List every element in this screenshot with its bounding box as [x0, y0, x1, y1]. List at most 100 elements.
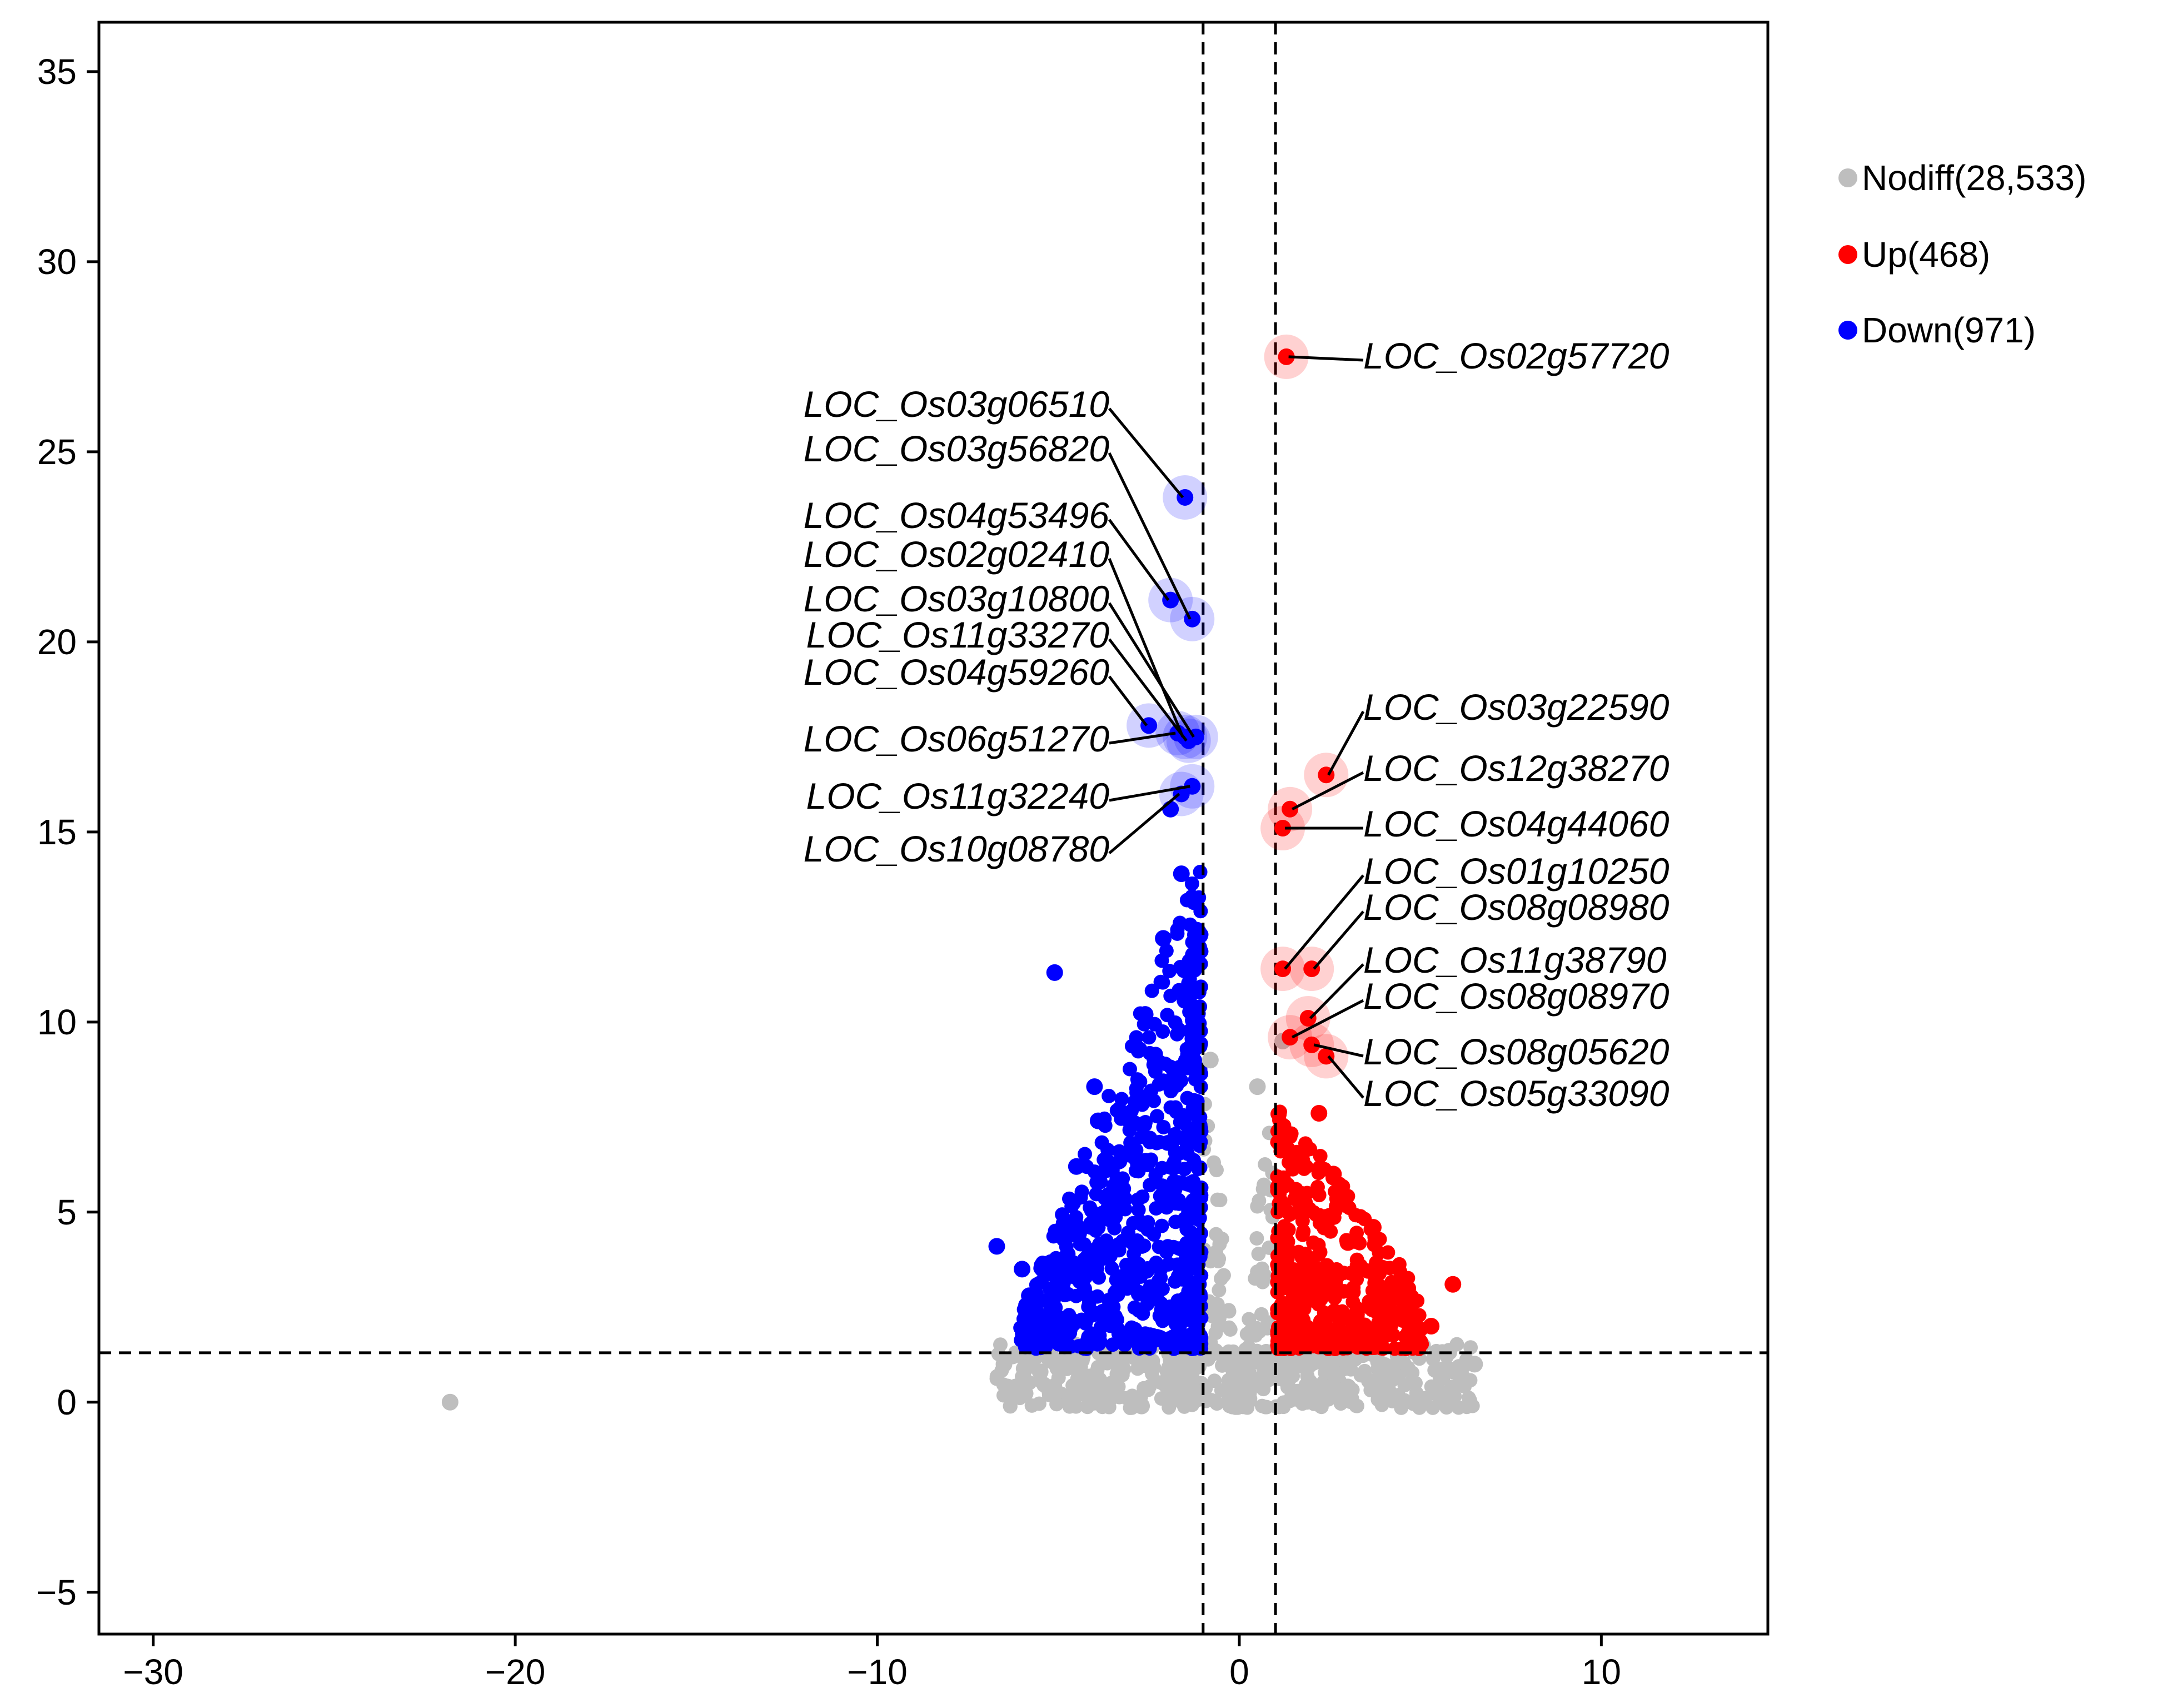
nodiff-cloud-point	[1251, 1246, 1266, 1261]
data-point	[1155, 930, 1172, 947]
down-cloud-point	[1158, 1057, 1173, 1072]
down-cloud-point	[1129, 1030, 1144, 1045]
nodiff-cloud-point	[1212, 1283, 1227, 1298]
down-cloud-point	[1167, 1154, 1182, 1169]
down-cloud-point	[1148, 1168, 1163, 1183]
down-cloud-point	[1066, 1269, 1082, 1284]
data-point	[1104, 1382, 1121, 1400]
y-tick-label: 5	[57, 1192, 77, 1232]
down-cloud-point	[1147, 1093, 1162, 1108]
nodiff-cloud-point	[1114, 1361, 1129, 1376]
down-cloud-point	[1078, 1316, 1093, 1331]
down-cloud-point	[1180, 1090, 1195, 1106]
data-point	[1383, 1371, 1400, 1388]
gene-label: LOC_Os04g44060	[1363, 803, 1669, 844]
nodiff-cloud-point	[1208, 1302, 1223, 1317]
nodiff-cloud-point	[1214, 1231, 1229, 1246]
down-cloud-point	[1039, 1326, 1054, 1341]
up-cloud-point	[1352, 1236, 1367, 1251]
gene-label: LOC_Os12g38270	[1363, 748, 1669, 789]
annotation-leader-line	[1108, 675, 1148, 726]
data-point	[1046, 964, 1063, 981]
down-cloud-point	[1125, 1277, 1140, 1292]
down-cloud-point	[1090, 1289, 1105, 1304]
annotation-leader-line	[1109, 731, 1176, 745]
y-tick-label: 10	[37, 1002, 77, 1042]
nodiff-cloud-point	[1184, 1367, 1199, 1382]
gene-label: LOC_Os03g22590	[1363, 686, 1669, 728]
data-point	[1364, 1219, 1382, 1236]
up-cloud-point	[1300, 1319, 1315, 1334]
down-cloud-point	[1076, 1237, 1092, 1252]
annotation-leader-line	[1309, 963, 1364, 1019]
up-cloud-point	[1306, 1235, 1321, 1250]
down-cloud-point	[1131, 1164, 1146, 1179]
nodiff-cloud-point	[1211, 1253, 1226, 1268]
data-point	[1274, 820, 1292, 836]
nodiff-cloud-point	[1031, 1396, 1046, 1411]
gene-label: LOC_Os04g59260	[804, 651, 1110, 693]
down-cloud-point	[1018, 1336, 1033, 1351]
nodiff-cloud-point	[1451, 1359, 1466, 1374]
down-cloud-point	[1066, 1196, 1081, 1211]
nodiff-cloud-point	[1242, 1312, 1257, 1327]
gene-label: LOC_Os02g02410	[804, 534, 1110, 575]
annotation-leader-line	[1313, 1043, 1364, 1058]
down-cloud-point	[1177, 994, 1192, 1009]
up-cloud-point	[1306, 1205, 1321, 1220]
down-cloud-point	[1177, 1291, 1192, 1306]
data-point	[1282, 800, 1299, 818]
down-cloud-point	[1147, 1017, 1162, 1032]
down-cloud-point	[1194, 1180, 1209, 1195]
data-point	[1086, 1393, 1103, 1411]
nodiff-cloud-point	[1424, 1379, 1439, 1394]
down-cloud-point	[1122, 1062, 1137, 1077]
up-cloud-point	[1314, 1336, 1329, 1351]
up-cloud-point	[1279, 1247, 1294, 1262]
annotation-leader-line	[1108, 519, 1170, 601]
up-cloud-point	[1314, 1292, 1329, 1307]
down-cloud-point	[1104, 1261, 1119, 1276]
down-cloud-point	[1081, 1329, 1096, 1345]
data-point	[1133, 1397, 1150, 1415]
down-cloud-point	[1159, 1244, 1174, 1259]
data-point	[1068, 1158, 1085, 1175]
up-cloud-point	[1298, 1195, 1313, 1210]
down-cloud-point	[1181, 1122, 1196, 1137]
data-point	[1325, 1166, 1342, 1183]
nodiff-cloud-point	[1465, 1398, 1480, 1413]
data-point	[1299, 1009, 1317, 1027]
annotation-leader-line	[1108, 558, 1184, 738]
up-cloud-point	[1304, 1253, 1319, 1268]
nodiff-cloud-point	[1321, 1392, 1336, 1407]
down-cloud-point	[1088, 1246, 1103, 1261]
axes-layer: −30 −20 −10 0 10 −5 0 5 10 15 20 25 30 35	[36, 21, 1770, 1692]
nodiff-cloud-point	[1198, 1381, 1213, 1396]
nodiff-cloud-point	[1100, 1356, 1115, 1371]
nodiff-cloud-point	[1324, 1366, 1339, 1381]
up-cloud-point	[1302, 1277, 1317, 1292]
down-cloud-point	[1159, 943, 1174, 958]
down-cloud-point	[1103, 1318, 1118, 1333]
legend: Nodiff(28,533) Up(468) Down(971)	[1838, 158, 2086, 350]
down-cloud-point	[1144, 983, 1159, 998]
down-cloud-point	[1184, 876, 1199, 891]
data-point	[995, 1356, 1013, 1373]
nodiff-cloud-point	[1015, 1370, 1030, 1385]
down-cloud-point	[1185, 1193, 1200, 1208]
down-cloud-point	[1133, 1042, 1148, 1057]
down-cloud-point	[1148, 1047, 1163, 1062]
up-cloud-point	[1392, 1257, 1407, 1272]
annotation-layer: LOC_Os02g57720 LOC_Os03g06510LOC_Os03g568…	[804, 335, 1669, 1114]
up-cloud-point	[1313, 1149, 1328, 1164]
down-cloud-point	[1193, 1039, 1208, 1054]
down-cloud-point	[1088, 1223, 1103, 1238]
x-tick-label: −30	[123, 1652, 183, 1692]
down-cloud-point	[1130, 1233, 1145, 1248]
nodiff-cloud-point	[1222, 1320, 1237, 1335]
x-tick-label: 10	[1582, 1652, 1621, 1692]
down-cloud-point	[1100, 1142, 1115, 1157]
down-cloud-point	[1192, 940, 1207, 955]
down-cloud-point	[1166, 1067, 1181, 1082]
